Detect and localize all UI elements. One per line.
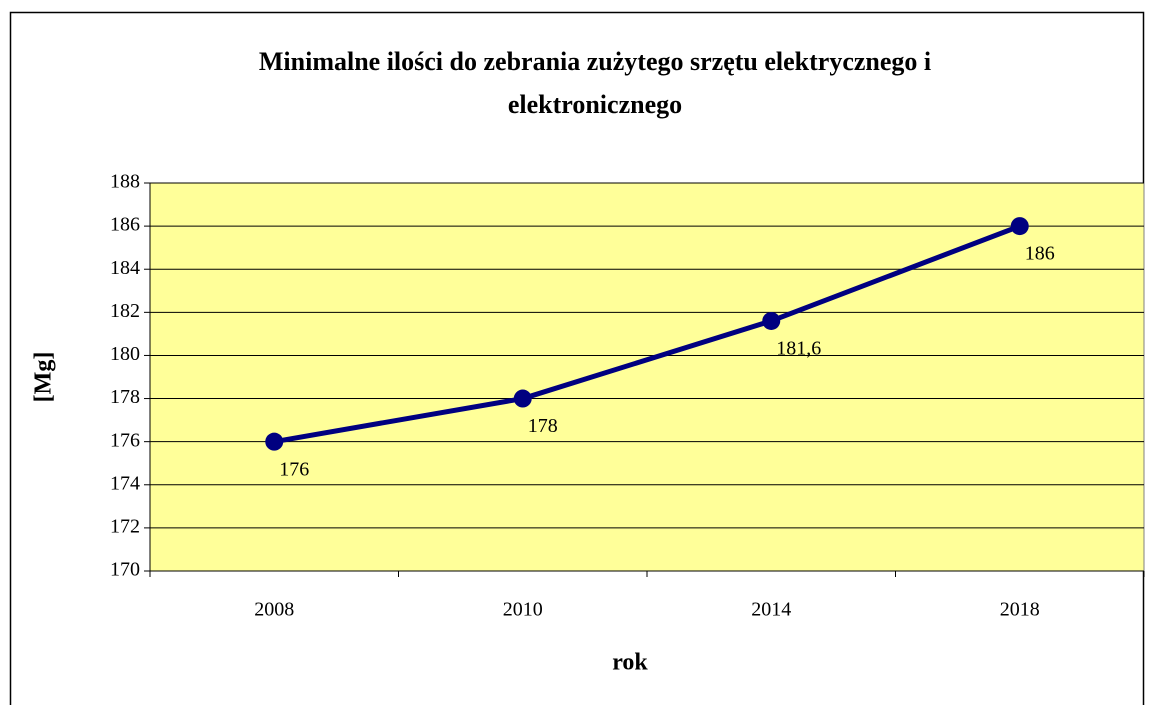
y-tick-label: 170 (110, 559, 140, 581)
plot-area (149, 182, 1145, 572)
y-tick-label: 174 (110, 472, 140, 494)
data-label: 186 (1025, 243, 1055, 265)
y-tick-label: 182 (110, 300, 140, 322)
y-tick-label: 188 (110, 171, 140, 193)
y-tick-label: 172 (110, 515, 140, 537)
x-tick-label: 2018 (1000, 599, 1040, 621)
chart-title: Minimalne ilości do zebrania zużytego sr… (258, 47, 932, 119)
y-tick-label: 184 (110, 257, 140, 279)
data-label: 176 (279, 458, 309, 480)
data-line (273, 223, 1021, 445)
x-tick-label: 2014 (751, 599, 791, 621)
x-tick-label: 2010 (503, 599, 543, 621)
y-tick-label: 178 (110, 386, 140, 408)
data-point (762, 311, 781, 330)
x-axis-label: rok (612, 650, 648, 676)
data-point (1010, 217, 1029, 236)
data-label: 181,6 (776, 338, 821, 360)
data-point (513, 389, 532, 408)
y-axis-label: [Mg] (31, 352, 57, 403)
data-point (265, 432, 284, 451)
y-tick-label: 180 (110, 343, 140, 365)
x-tick-label: 2008 (254, 599, 294, 621)
y-tick-label: 176 (110, 429, 140, 451)
y-tick-label: 186 (110, 214, 140, 236)
data-label: 178 (528, 415, 558, 437)
